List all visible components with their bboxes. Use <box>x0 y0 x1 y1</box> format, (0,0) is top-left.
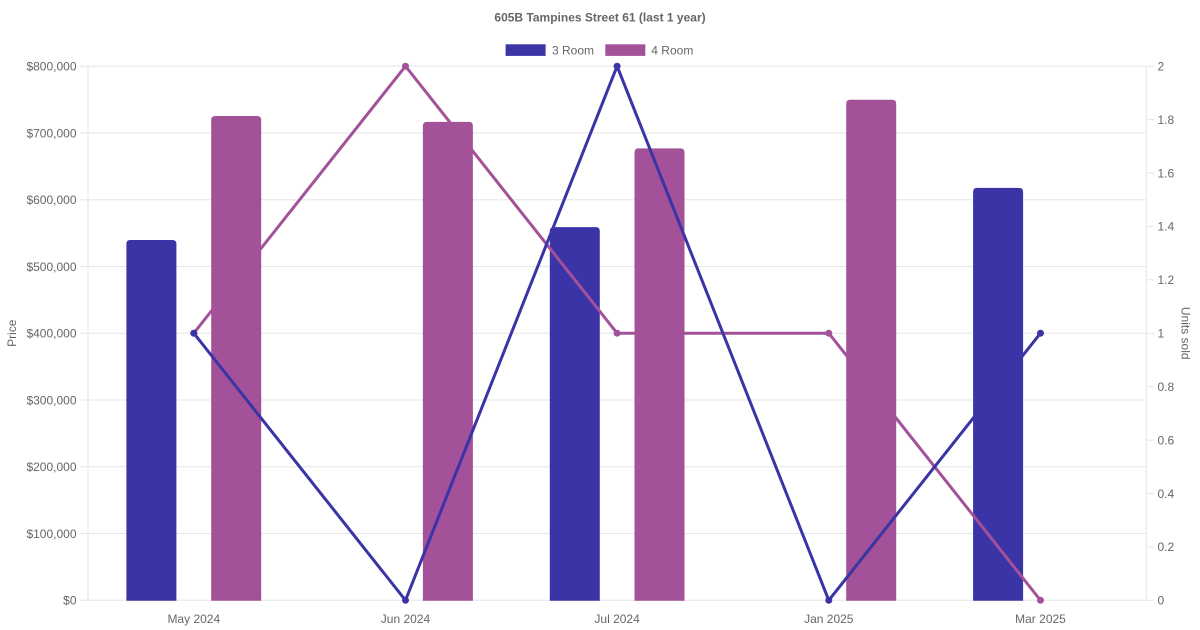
svg-text:$500,000: $500,000 <box>26 260 76 274</box>
svg-text:3 Room: 3 Room <box>552 43 594 57</box>
svg-text:Mar 2025: Mar 2025 <box>1015 612 1066 626</box>
svg-text:4 Room: 4 Room <box>651 43 693 57</box>
svg-text:May 2024: May 2024 <box>167 612 220 626</box>
svg-text:Units sold: Units sold <box>1179 307 1193 360</box>
svg-text:1.2: 1.2 <box>1158 273 1175 287</box>
svg-text:1.4: 1.4 <box>1158 220 1175 234</box>
svg-text:0: 0 <box>1158 594 1165 608</box>
svg-text:2: 2 <box>1158 60 1165 74</box>
svg-text:605B Tampines Street 61 (last: 605B Tampines Street 61 (last 1 year) <box>494 10 705 24</box>
svg-text:$400,000: $400,000 <box>26 327 76 341</box>
svg-text:1: 1 <box>1158 327 1165 341</box>
svg-text:1.6: 1.6 <box>1158 166 1175 180</box>
svg-text:Jan 2025: Jan 2025 <box>804 612 854 626</box>
svg-text:$100,000: $100,000 <box>26 527 76 541</box>
svg-text:0.4: 0.4 <box>1158 487 1175 501</box>
svg-text:$700,000: $700,000 <box>26 126 76 140</box>
svg-text:1.8: 1.8 <box>1158 113 1175 127</box>
svg-text:$200,000: $200,000 <box>26 460 76 474</box>
svg-text:$800,000: $800,000 <box>26 60 76 74</box>
svg-text:$0: $0 <box>63 594 77 608</box>
svg-text:0.6: 0.6 <box>1158 433 1175 447</box>
svg-text:0.8: 0.8 <box>1158 380 1175 394</box>
svg-text:0.2: 0.2 <box>1158 540 1175 554</box>
svg-text:$300,000: $300,000 <box>26 393 76 407</box>
svg-text:Jun 2024: Jun 2024 <box>381 612 431 626</box>
svg-text:Jul 2024: Jul 2024 <box>594 612 640 626</box>
svg-text:Price: Price <box>5 319 19 347</box>
svg-text:$600,000: $600,000 <box>26 193 76 207</box>
